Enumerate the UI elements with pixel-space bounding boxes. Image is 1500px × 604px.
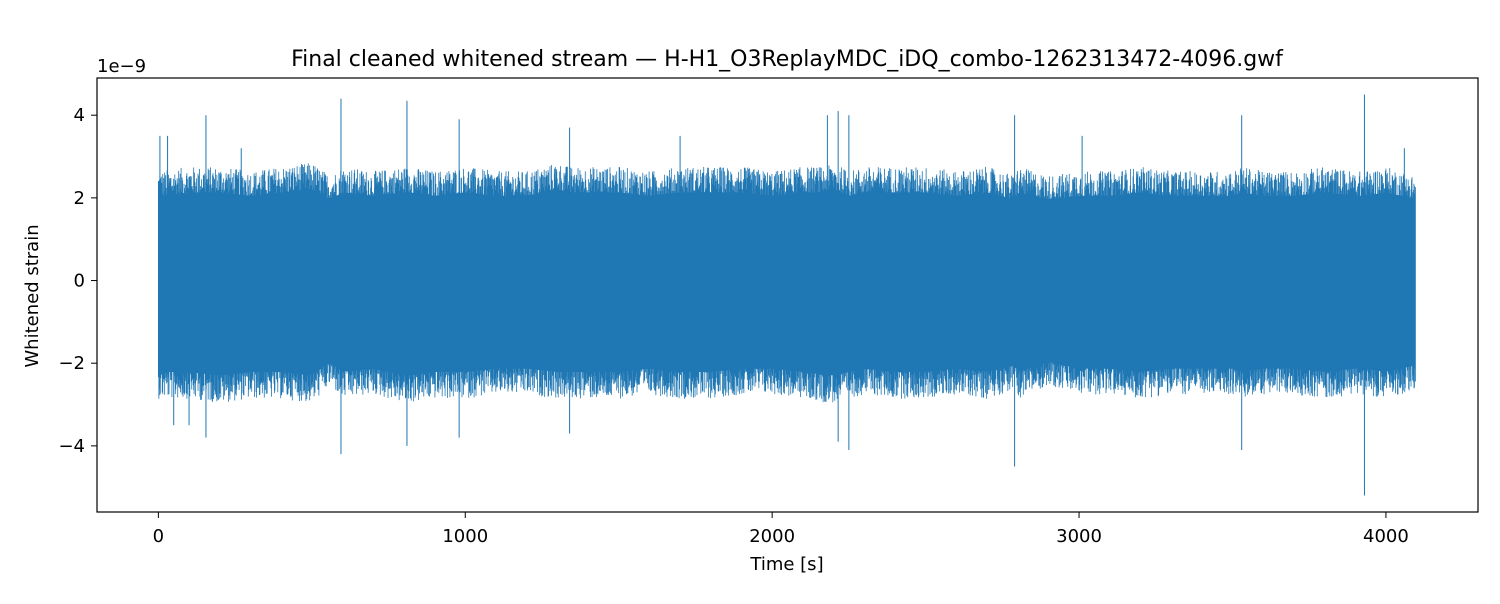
y-tick-label: 0 <box>74 271 85 292</box>
plot-frame <box>96 77 1479 513</box>
series-trace <box>157 163 1416 403</box>
y-tick-label: −4 <box>58 436 85 457</box>
x-tick-label: 3000 <box>1056 526 1102 547</box>
x-tick-label: 0 <box>153 526 164 547</box>
series-layer <box>157 94 1416 496</box>
y-tick-label: 2 <box>74 188 85 209</box>
x-axis-label: Time [s] <box>749 554 823 575</box>
y-axis-label: Whitened strain <box>22 224 43 367</box>
x-tick-label: 2000 <box>749 526 795 547</box>
y-offset-label: 1e−9 <box>97 56 146 77</box>
x-tick-label: 4000 <box>1363 526 1409 547</box>
chart-title: Final cleaned whitened stream — H-H1_O3R… <box>291 47 1284 72</box>
y-axis: −4 −2 0 2 4 <box>58 105 97 457</box>
y-tick-label: −2 <box>58 353 85 374</box>
plot-area <box>96 77 1479 513</box>
y-tick-label: 4 <box>74 105 85 126</box>
x-tick-label: 1000 <box>442 526 488 547</box>
x-axis: 0 1000 2000 3000 4000 <box>153 512 1409 547</box>
